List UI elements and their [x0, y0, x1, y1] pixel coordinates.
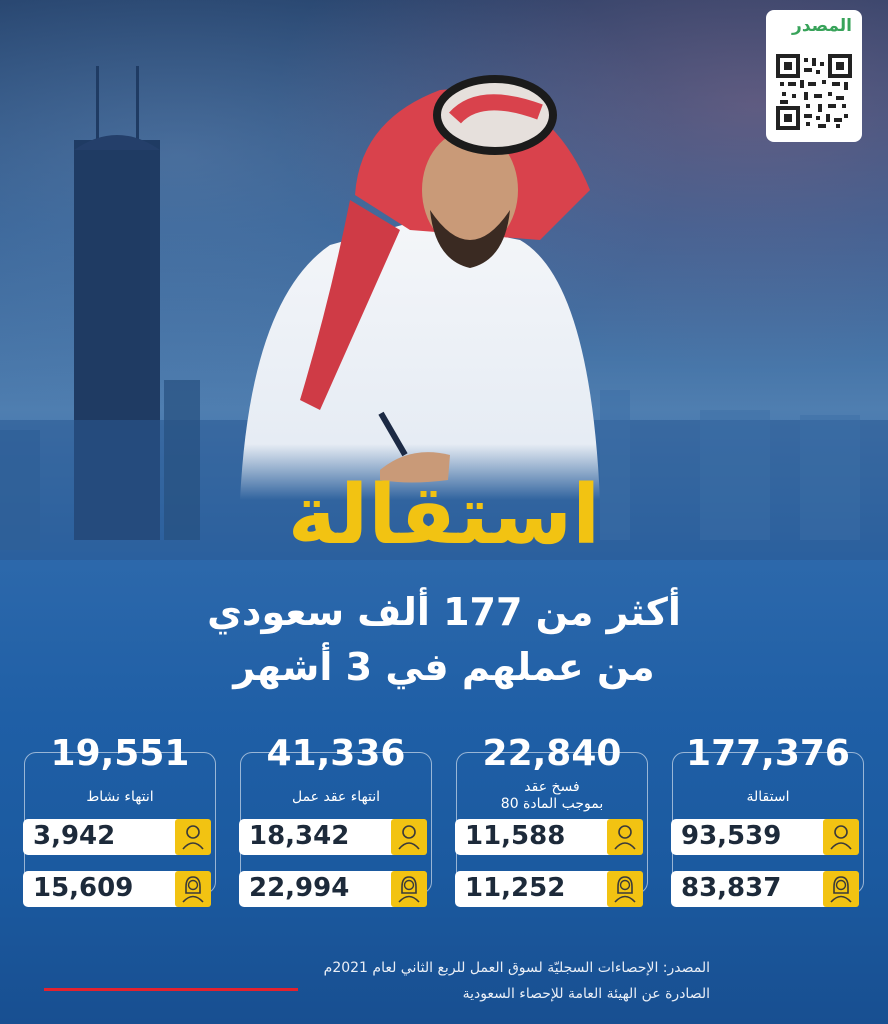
- stat-label: فسخ عقد بموجب المادة 80: [500, 779, 604, 812]
- stat-total: 19,551: [50, 733, 190, 774]
- male-count: 93,539: [681, 821, 782, 851]
- female-count-row: 83,837: [671, 871, 859, 907]
- male-count-row: 18,342: [239, 819, 427, 855]
- male-count-row: 93,539: [671, 819, 859, 855]
- source-line-2: الصادرة عن الهيئة العامة للإحصاء السعودي…: [462, 986, 710, 1002]
- male-user-icon: [175, 819, 211, 855]
- stat-total: 22,840: [482, 733, 622, 774]
- man-writing-image: [240, 75, 600, 500]
- headline-line-2: من عملهم في 3 أشهر: [233, 645, 655, 689]
- qr-code-icon[interactable]: [776, 54, 852, 130]
- stat-total: 41,336: [266, 733, 406, 774]
- female-count: 11,252: [465, 873, 566, 903]
- source-qr-badge[interactable]: المصدر: [766, 10, 862, 142]
- headline-title: استقالة: [287, 468, 601, 563]
- male-user-icon: [391, 819, 427, 855]
- stat-label: انتهاء عقد عمل: [291, 789, 381, 805]
- male-user-icon: [607, 819, 643, 855]
- female-count: 22,994: [249, 873, 350, 903]
- female-user-icon: [823, 871, 859, 907]
- stat-card-contract-termination-art80: 22,840 فسخ عقد بموجب المادة 80 11,588 11,…: [455, 733, 648, 907]
- stat-label: انتهاء نشاط: [86, 789, 154, 805]
- female-count: 15,609: [33, 873, 134, 903]
- male-count-row: 3,942: [23, 819, 211, 855]
- female-user-icon: [391, 871, 427, 907]
- stat-card-activity-end: 19,551 انتهاء نشاط 3,942 15,609: [23, 733, 216, 907]
- stat-total: 177,376: [686, 733, 850, 774]
- stat-card-resignation: 177,376 استقالة 93,539 83,837: [671, 733, 864, 907]
- source-line-1: المصدر: الإحصاءات السجليّة لسوق العمل لل…: [323, 960, 710, 976]
- male-count-row: 11,588: [455, 819, 643, 855]
- female-count-row: 22,994: [239, 871, 427, 907]
- female-count: 83,837: [681, 873, 782, 903]
- male-count: 11,588: [465, 821, 566, 851]
- male-count: 18,342: [249, 821, 350, 851]
- female-user-icon: [175, 871, 211, 907]
- female-count-row: 15,609: [23, 871, 211, 907]
- source-badge-label: المصدر: [792, 16, 852, 36]
- female-user-icon: [607, 871, 643, 907]
- female-count-row: 11,252: [455, 871, 643, 907]
- red-underline-mark: [44, 988, 298, 991]
- male-count: 3,942: [33, 821, 116, 851]
- headline-line-1: أكثر من 177 ألف سعودي: [207, 590, 681, 634]
- stat-card-contract-end: 41,336 انتهاء عقد عمل 18,342 22,994: [239, 733, 432, 907]
- stat-label: استقالة: [746, 789, 790, 805]
- male-user-icon: [823, 819, 859, 855]
